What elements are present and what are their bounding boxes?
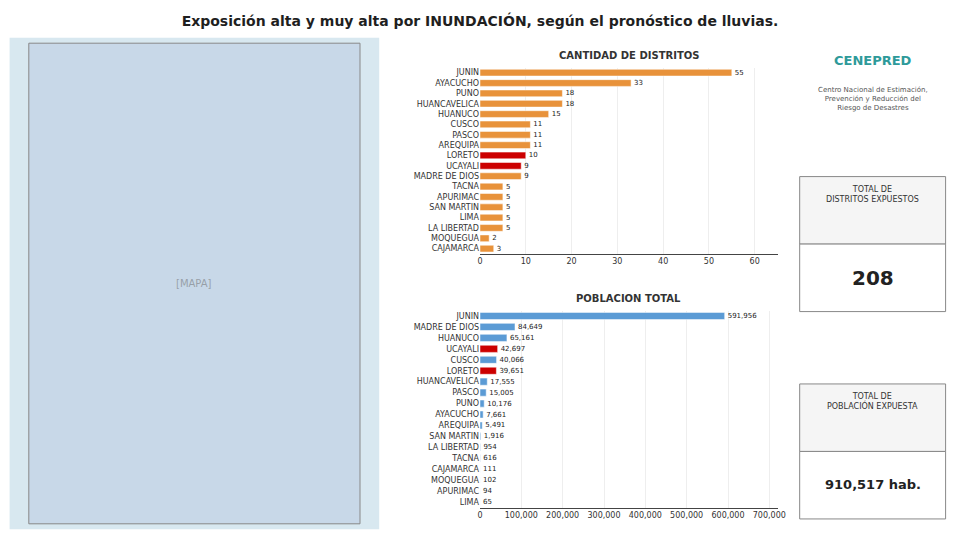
svg-text:CUSCO: CUSCO [451,356,479,365]
svg-text:102: 102 [483,476,496,484]
svg-text:AYACUCHO: AYACUCHO [435,79,479,88]
svg-text:300,000: 300,000 [587,511,620,520]
svg-text:30: 30 [612,257,622,266]
svg-text:17,555: 17,555 [490,378,515,386]
svg-text:500,000: 500,000 [670,511,703,520]
svg-text:JUNIN: JUNIN [455,68,479,77]
svg-text:5: 5 [506,193,510,201]
svg-text:20: 20 [566,257,576,266]
svg-text:Centro Nacional de Estimación,: Centro Nacional de Estimación,Prevención… [818,86,928,112]
svg-text:200,000: 200,000 [546,511,579,520]
svg-text:PUNO: PUNO [456,89,479,98]
svg-text:954: 954 [483,443,497,451]
svg-text:LIMA: LIMA [460,213,480,222]
svg-text:9: 9 [524,162,528,170]
svg-text:7,661: 7,661 [486,411,506,419]
svg-text:2: 2 [492,234,496,242]
svg-text:5: 5 [506,183,510,191]
svg-text:42,697: 42,697 [501,345,526,353]
svg-text:MOQUEGUA: MOQUEGUA [431,476,479,485]
svg-text:208: 208 [852,266,894,290]
svg-text:TOTAL DEPOBLACIÓN EXPUESTA: TOTAL DEPOBLACIÓN EXPUESTA [827,392,918,411]
svg-text:UCAYALI: UCAYALI [446,162,479,171]
svg-text:50: 50 [704,257,714,266]
svg-text:18: 18 [565,100,574,108]
svg-text:616: 616 [483,454,497,462]
svg-text:HUANUCO: HUANUCO [438,334,479,343]
svg-text:1,916: 1,916 [484,432,505,440]
svg-text:AREQUIPA: AREQUIPA [439,141,480,150]
svg-text:0: 0 [477,257,482,266]
svg-text:11: 11 [533,131,542,139]
svg-text:Exposición alta y muy alta por: Exposición alta y muy alta por INUNDACIÓ… [182,12,779,29]
svg-text:5: 5 [506,214,510,222]
svg-text:400,000: 400,000 [629,511,662,520]
svg-text:LORETO: LORETO [447,151,479,160]
svg-text:40,066: 40,066 [500,356,525,364]
svg-text:SAN MARTIN: SAN MARTIN [429,203,479,212]
svg-text:CENEPRED: CENEPRED [834,53,912,68]
svg-text:[MAPA]: [MAPA] [176,278,212,289]
svg-text:10: 10 [521,257,531,266]
svg-text:40: 40 [658,257,668,266]
svg-text:LIMA: LIMA [460,498,480,507]
svg-text:33: 33 [634,79,643,87]
svg-text:LORETO: LORETO [447,367,479,376]
svg-text:600,000: 600,000 [711,511,744,520]
svg-text:CAJAMARCA: CAJAMARCA [432,465,480,474]
svg-text:9: 9 [524,172,528,180]
svg-text:LA LIBERTAD: LA LIBERTAD [428,224,479,233]
svg-text:18: 18 [565,89,574,97]
svg-text:MOQUEGUA: MOQUEGUA [431,234,479,243]
svg-text:591,956: 591,956 [728,312,757,320]
svg-text:5: 5 [506,203,510,211]
svg-text:60: 60 [750,257,760,266]
svg-text:94: 94 [483,487,492,495]
svg-text:AYACUCHO: AYACUCHO [435,410,479,419]
svg-text:10,176: 10,176 [487,400,512,408]
svg-text:TOTAL DEDISTRITOS EXPUESTOS: TOTAL DEDISTRITOS EXPUESTOS [826,185,919,204]
svg-text:11: 11 [533,120,542,128]
svg-text:CUSCO: CUSCO [451,120,479,129]
svg-text:PASCO: PASCO [452,388,479,397]
svg-text:UCAYALI: UCAYALI [446,345,479,354]
svg-text:5: 5 [506,224,510,232]
svg-text:TACNA: TACNA [451,182,479,191]
svg-text:LA LIBERTAD: LA LIBERTAD [428,443,479,452]
svg-text:15,005: 15,005 [489,389,514,397]
svg-text:HUANCAVELICA: HUANCAVELICA [417,100,480,109]
svg-text:PASCO: PASCO [452,131,479,140]
svg-text:84,649: 84,649 [518,323,543,331]
svg-text:HUANUCO: HUANUCO [438,110,479,119]
svg-text:CANTIDAD DE DISTRITOS: CANTIDAD DE DISTRITOS [559,50,699,61]
svg-text:65,161: 65,161 [510,334,535,342]
svg-text:700,000: 700,000 [753,511,786,520]
svg-text:65: 65 [483,498,492,506]
svg-text:SAN MARTIN: SAN MARTIN [429,432,479,441]
svg-text:39,651: 39,651 [499,367,524,375]
svg-text:HUANCAVELICA: HUANCAVELICA [417,377,480,386]
svg-text:10: 10 [529,151,538,159]
svg-text:TACNA: TACNA [451,454,479,463]
svg-text:POBLACION TOTAL: POBLACION TOTAL [576,293,681,304]
svg-text:AREQUIPA: AREQUIPA [439,421,480,430]
svg-text:0: 0 [477,511,482,520]
svg-text:15: 15 [552,110,561,118]
svg-text:11: 11 [533,141,542,149]
svg-text:910,517 hab.: 910,517 hab. [825,477,921,492]
svg-text:100,000: 100,000 [505,511,538,520]
svg-text:PUNO: PUNO [456,399,479,408]
svg-text:111: 111 [483,465,496,473]
svg-text:CAJAMARCA: CAJAMARCA [432,244,480,253]
svg-text:MADRE DE DIOS: MADRE DE DIOS [414,323,479,332]
svg-text:JUNIN: JUNIN [455,312,479,321]
svg-text:MADRE DE DIOS: MADRE DE DIOS [414,172,479,181]
svg-text:5,491: 5,491 [485,421,505,429]
svg-text:APURIMAC: APURIMAC [437,193,479,202]
svg-text:APURIMAC: APURIMAC [437,487,479,496]
svg-text:55: 55 [735,69,744,77]
svg-text:3: 3 [497,245,501,253]
